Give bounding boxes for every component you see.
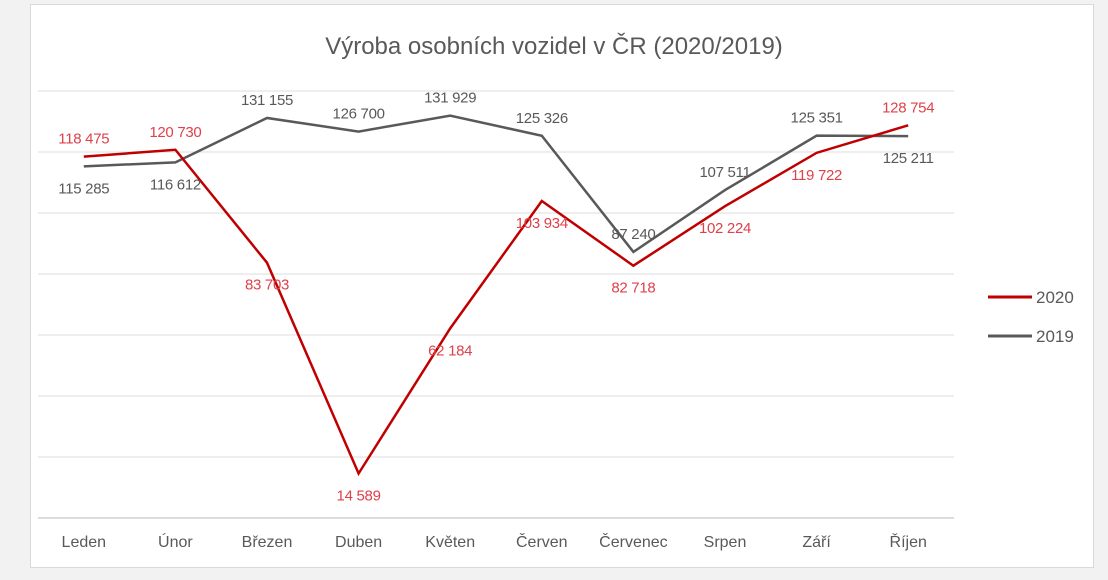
data-label-2020: 118 475 bbox=[58, 131, 109, 148]
chart-title: Výroba osobních vozidel v ČR (2020/2019) bbox=[325, 32, 783, 60]
series-line-2020 bbox=[83, 124, 909, 477]
chart-frame bbox=[30, 4, 1094, 568]
x-tick-label: Duben bbox=[335, 534, 382, 551]
data-label-2020: 120 730 bbox=[149, 124, 201, 141]
data-label-2020: 119 722 bbox=[791, 167, 842, 184]
data-label-2019: 116 612 bbox=[150, 176, 201, 193]
data-label-2019: 125 351 bbox=[791, 110, 843, 127]
data-label-2019: 125 211 bbox=[883, 150, 934, 167]
x-tick-label: Květen bbox=[425, 534, 475, 551]
data-label-2019: 87 240 bbox=[611, 226, 655, 243]
data-label-2020: 82 718 bbox=[611, 280, 655, 297]
data-label-2019: 125 326 bbox=[516, 110, 568, 127]
data-label-2019: 131 155 bbox=[241, 92, 293, 109]
data-label-2019: 131 929 bbox=[424, 90, 476, 107]
data-label-2020: 83 703 bbox=[245, 277, 289, 294]
x-tick-label: Únor bbox=[158, 532, 193, 551]
data-label-2019: 107 511 bbox=[699, 164, 750, 181]
data-label-2019: 115 285 bbox=[58, 180, 109, 197]
x-tick-label: Říjen bbox=[890, 532, 927, 551]
data-label-2019: 126 700 bbox=[333, 106, 385, 123]
x-tick-label: Březen bbox=[242, 534, 293, 551]
x-tick-label: Srpen bbox=[704, 534, 747, 551]
data-label-2020: 62 184 bbox=[428, 342, 472, 359]
data-label-2020: 128 754 bbox=[882, 99, 934, 116]
data-label-2020: 14 589 bbox=[337, 488, 381, 505]
legend-label-2019: 2019 bbox=[1036, 327, 1074, 346]
x-tick-label: Leden bbox=[62, 534, 107, 551]
x-tick-label: Červenec bbox=[599, 532, 667, 551]
legend-label-2020: 2020 bbox=[1036, 288, 1074, 307]
x-tick-label: Červen bbox=[516, 532, 568, 551]
data-label-2020: 102 224 bbox=[699, 220, 751, 237]
x-tick-label: Září bbox=[802, 534, 831, 551]
data-label-2020: 103 934 bbox=[516, 215, 568, 232]
series-line-2019 bbox=[83, 114, 909, 254]
